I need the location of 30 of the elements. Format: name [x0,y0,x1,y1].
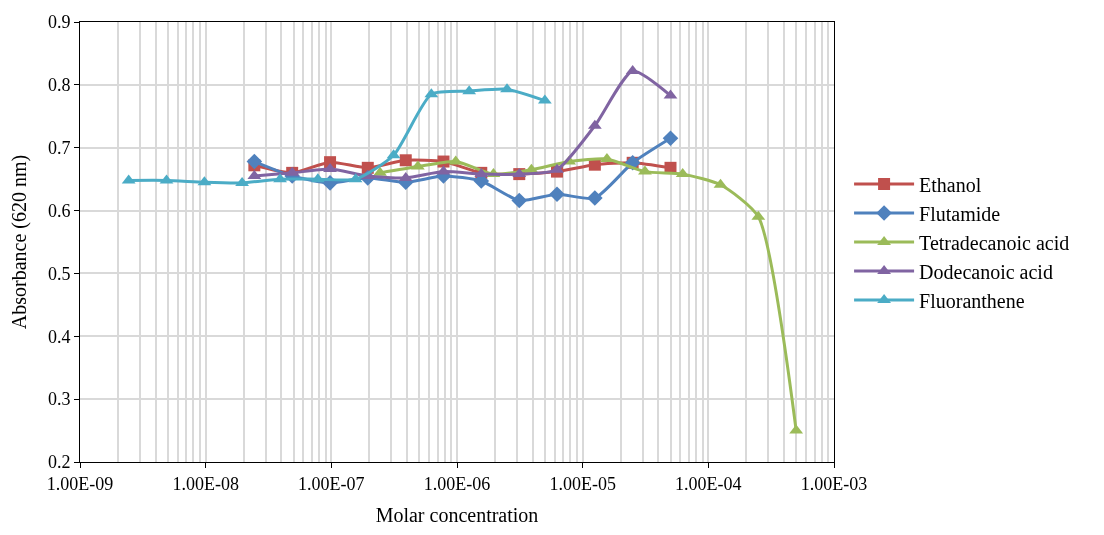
x-tick-label: 1.00E-04 [675,473,742,494]
y-tick-label: 0.6 [47,200,71,221]
y-tick-label: 0.4 [47,326,71,347]
point [246,153,263,170]
x-axis-title: Molar concentration [375,504,539,527]
y-tick-label: 0.8 [47,75,71,96]
legend-label: Ethanol [919,173,982,196]
point [587,190,603,206]
point [399,154,412,167]
y-tick-label: 0.7 [47,138,71,159]
x-tick-label: 1.00E-05 [549,473,616,494]
point [549,186,565,203]
x-tick-label: 1.00E-08 [172,473,239,494]
point [323,163,337,173]
x-tick-label: 1.00E-03 [800,473,868,494]
x-tick-label: 1.00E-06 [423,473,491,494]
point [550,163,564,173]
y-axis-title: Absorbance (620 nm) [8,154,32,330]
y-tick-label: 0.3 [47,389,71,410]
legend-label: Flutamide [919,202,1001,225]
point [511,192,528,209]
legend-label: Fluoranthene [919,289,1025,312]
legend-label: Tetradecanoic acid [919,231,1070,254]
x-tick-label: 1.00E-07 [298,473,365,494]
y-tick-label: 0.9 [47,12,71,33]
legend-label: Dodecanoic acid [919,260,1053,283]
point [662,130,679,147]
y-tick-label: 0.5 [47,263,71,284]
x-tick-label: 1.00E-09 [46,473,114,494]
y-tick-label: 0.2 [47,452,71,473]
